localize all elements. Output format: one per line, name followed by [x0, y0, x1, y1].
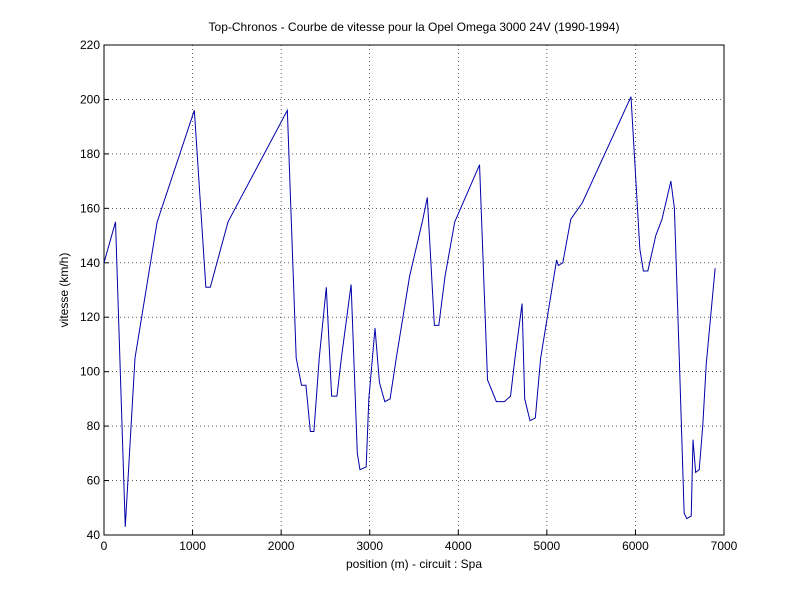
y-tick-label: 200 [80, 92, 100, 106]
y-tick-label: 100 [80, 365, 100, 379]
y-tick-label: 160 [80, 201, 100, 215]
chart-title: Top-Chronos - Courbe de vitesse pour la … [209, 20, 620, 34]
x-tick-label: 6000 [622, 539, 649, 553]
y-tick-label: 80 [87, 419, 101, 433]
y-tick-label: 140 [80, 256, 100, 270]
y-tick-label: 60 [87, 474, 101, 488]
y-tick-label: 220 [80, 38, 100, 52]
plot-frame [103, 44, 725, 536]
x-tick-label: 4000 [445, 539, 472, 553]
x-tick-label: 2000 [268, 539, 295, 553]
y-tick-label: 120 [80, 310, 100, 324]
x-tick-label: 0 [101, 539, 108, 553]
x-tick-label: 1000 [179, 539, 206, 553]
speed-line [103, 96, 716, 527]
y-tick-label: 180 [80, 147, 100, 161]
y-tick-label: 40 [87, 528, 101, 542]
x-axis-label: position (m) - circuit : Spa [346, 557, 482, 571]
x-tick-label: 3000 [356, 539, 383, 553]
x-tick-label: 5000 [534, 539, 561, 553]
y-axis-label: vitesse (km/h) [57, 253, 71, 328]
x-tick-label: 7000 [711, 539, 738, 553]
